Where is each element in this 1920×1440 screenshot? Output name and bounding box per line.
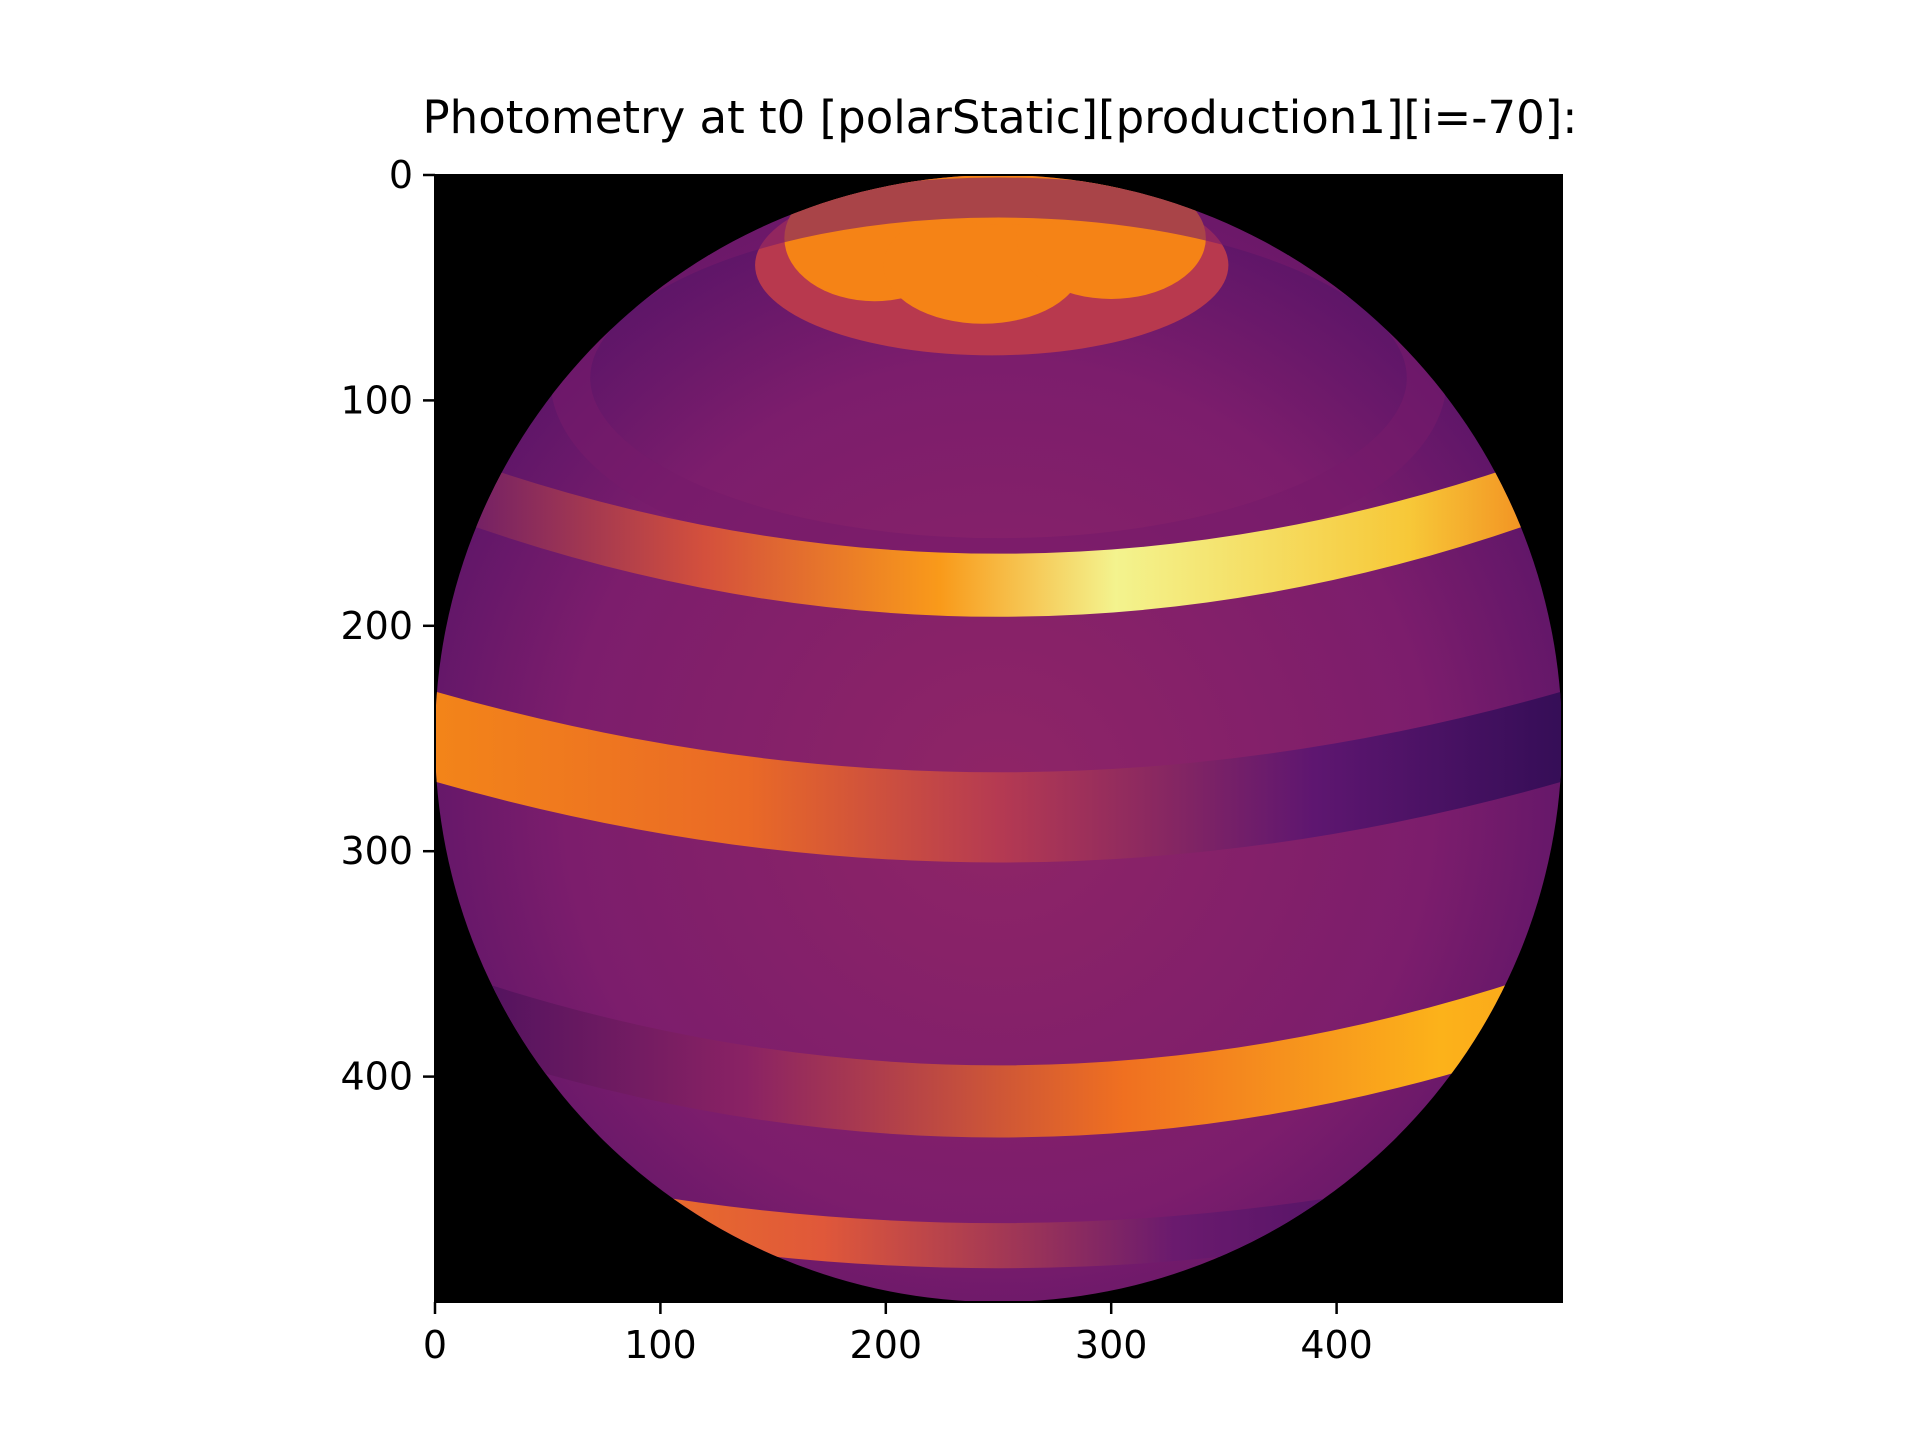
x-axis: 0 100 200 300 400 [423, 1302, 1373, 1367]
y-tick-label: 0 [389, 153, 413, 197]
stellar-disk [435, 175, 1562, 1302]
x-tick-label: 300 [1075, 1323, 1148, 1367]
x-tick-label: 400 [1300, 1323, 1373, 1367]
bright-band-1 [435, 440, 1562, 617]
bright-band-3 [435, 941, 1562, 1138]
x-tick-label: 200 [850, 1323, 923, 1367]
y-tick-label: 400 [340, 1055, 413, 1099]
y-tick-label: 100 [340, 378, 413, 422]
axes-frame [434, 174, 1563, 1303]
y-axis: 0 100 200 300 400 [340, 153, 435, 1099]
chart-title: Photometry at t0 [polarStatic][productio… [423, 91, 1578, 144]
bright-band-2 [435, 670, 1562, 863]
y-tick-label: 200 [340, 604, 413, 648]
x-tick-label: 100 [624, 1323, 697, 1367]
x-tick-label: 0 [423, 1323, 447, 1367]
heatmap-image [435, 175, 1562, 1302]
y-tick-label: 300 [340, 829, 413, 873]
